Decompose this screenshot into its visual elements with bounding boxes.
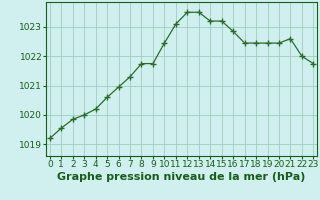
- X-axis label: Graphe pression niveau de la mer (hPa): Graphe pression niveau de la mer (hPa): [57, 172, 306, 182]
